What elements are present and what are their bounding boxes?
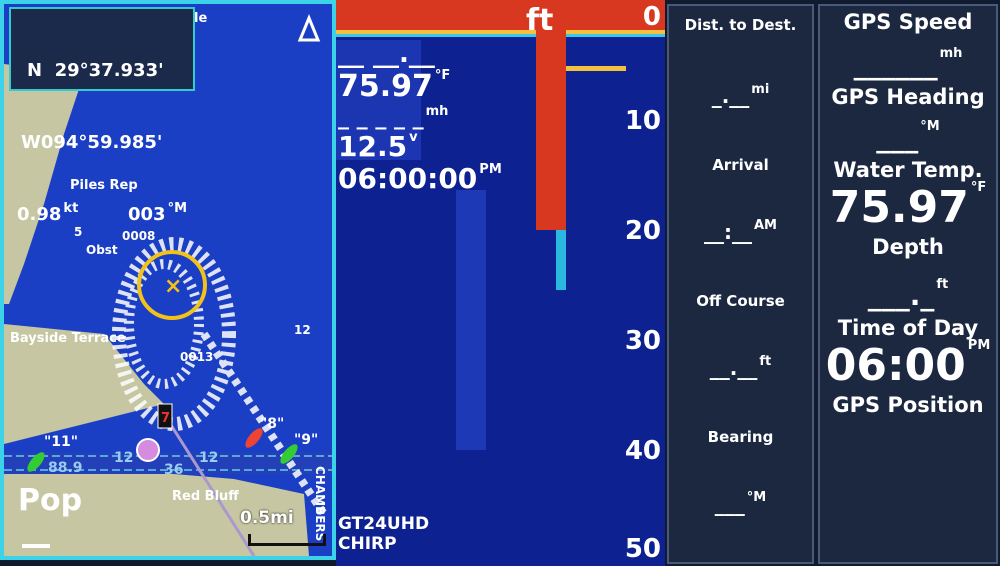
- map-label-36: 36: [164, 462, 183, 478]
- land-south: [4, 474, 309, 556]
- map-scale-bar: [248, 534, 326, 546]
- chart-map-pane[interactable]: × 7 le Piles Rep Bayside Terrace Red Blu…: [0, 0, 336, 560]
- time: 06:00:00 PM: [338, 162, 502, 195]
- buoy-7-label: 7: [161, 411, 170, 426]
- label-gps-speed: GPS Speed: [843, 10, 973, 34]
- route-line: [162, 413, 256, 556]
- position-readout: N 29°37.933' W094°59.985' 0.98 kt 003 °M: [9, 7, 195, 225]
- depth-scale-50: 50: [624, 534, 661, 564]
- label-off-course: Off Course: [696, 292, 785, 310]
- green-buoy-icon: [27, 452, 45, 472]
- value-arrival: __:__ AM: [704, 218, 777, 244]
- marker-11: "11": [44, 434, 78, 450]
- wreck-cluster: [112, 237, 328, 517]
- depth-scale-10: 10: [624, 106, 661, 136]
- map-canvas[interactable]: × 7 le Piles Rep Bayside Terrace Red Blu…: [4, 4, 332, 556]
- land-west: [4, 324, 164, 444]
- data-panel-navigation[interactable]: Dist. to Dest. _.__ mi Arrival __:__ AM Of…: [667, 4, 814, 564]
- channel: [4, 452, 332, 474]
- map-label-88-9: 88.9: [48, 460, 83, 476]
- depth-unit: ft: [526, 3, 554, 38]
- buoy-7-icon: [157, 403, 173, 429]
- marker-9: "9": [294, 432, 318, 448]
- value-time-of-day: 06:00 PM: [825, 338, 991, 391]
- value-gps-heading: ___ °M: [876, 119, 940, 154]
- value-depth: ___._ ft: [867, 277, 949, 312]
- north-up-icon: [297, 14, 321, 42]
- depth-scale-0: 0: [642, 2, 661, 32]
- value-water-temp: 75.97 °F: [829, 180, 987, 233]
- label-arrival: Arrival: [712, 156, 769, 174]
- watermark: Pop: [18, 483, 83, 518]
- label-time-of-day: Time of Day: [837, 316, 979, 340]
- heading-readout: 003 °M: [127, 201, 187, 225]
- map-label-12: 12: [199, 450, 218, 466]
- map-label-12: 12: [294, 323, 311, 337]
- map-label-piles: Piles Rep: [70, 178, 138, 193]
- label-water-temp: Water Temp.: [833, 158, 983, 182]
- depth-value: __ __.__: [338, 39, 435, 69]
- label-bearing: Bearing: [707, 428, 774, 446]
- map-label-0008: 0008: [122, 229, 155, 243]
- map-label-bayside: Bayside Terrace: [10, 331, 126, 346]
- land-north: [4, 64, 84, 304]
- latitude: N 29°37.933': [27, 60, 164, 81]
- map-label-12: 12: [114, 450, 133, 466]
- svg-text:×: ×: [164, 274, 182, 299]
- depth-scale-20: 20: [624, 216, 661, 246]
- value-bearing: ___ °M: [714, 490, 767, 516]
- map-label: le: [194, 11, 207, 26]
- data-panel-gps[interactable]: GPS Speed ______ mh GPS Heading ___ °M Wat…: [818, 4, 998, 564]
- label-dist-to-dest: Dist. to Dest.: [684, 16, 797, 34]
- map-label-obst: Obst: [86, 243, 118, 257]
- waypoint-target-icon: [137, 250, 207, 320]
- sonar-echo: [336, 0, 665, 450]
- value-gps-speed: ______ mh: [853, 46, 963, 81]
- green-buoy-icon: [280, 444, 298, 464]
- label-gps-heading: GPS Heading: [831, 85, 985, 109]
- map-label-0013: 0013: [180, 350, 213, 364]
- voltage: 12.5 v: [338, 130, 418, 163]
- anchorage-icon: [136, 438, 160, 462]
- red-buoy-icon: [245, 428, 263, 448]
- value-dist-to-dest: _.__ mi: [711, 82, 770, 108]
- label-gps-position: GPS Position: [832, 393, 984, 417]
- depth-scale-40: 40: [624, 436, 661, 466]
- depth-scale-30: 30: [624, 326, 661, 356]
- water-temp: 75.97 °F: [338, 68, 451, 104]
- marker-8: "8": [260, 416, 284, 432]
- map-scale-label: 0.5mi: [240, 508, 294, 528]
- speed: _ _ _ _ _ mh: [338, 104, 449, 130]
- interference-column: [536, 0, 566, 230]
- map-label-chambers: CHAMBERS: [313, 466, 327, 541]
- speed-readout: 0.98 kt: [17, 201, 79, 225]
- transducer-info: GT24UHD CHIRP: [338, 514, 430, 554]
- map-label-5: 5: [74, 225, 82, 239]
- map-label-red-bluff: Red Bluff: [172, 489, 239, 504]
- label-depth: Depth: [872, 235, 944, 259]
- sonar-pane[interactable]: __ __.__ ft 75.97 °F _ _ _ _ _ mh 12.5 v 06…: [336, 0, 665, 566]
- longitude: W094°59.985': [21, 132, 163, 153]
- value-off-course: __.__ ft: [709, 354, 772, 380]
- watermark-line: [22, 544, 50, 548]
